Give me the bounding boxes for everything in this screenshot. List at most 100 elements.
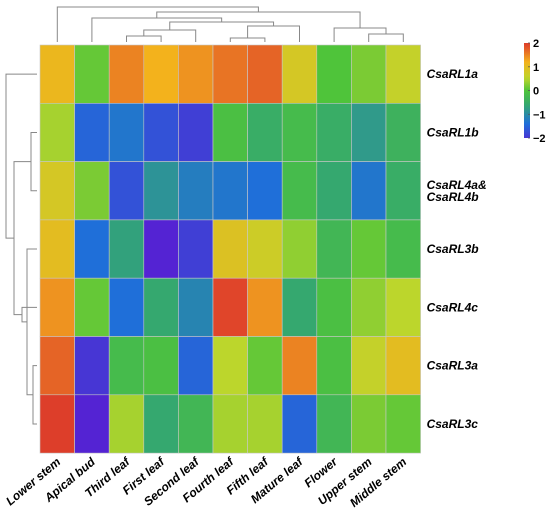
heatmap-cell [247, 277, 283, 337]
heatmap-cell [212, 394, 248, 454]
heatmap-cell [316, 44, 352, 104]
heatmap-cell [39, 103, 75, 162]
heatmap-cell [143, 161, 179, 221]
heatmap-cell [143, 277, 179, 337]
color-scale-legend: 2 1 0 −1 −2 [524, 38, 546, 145]
heatmap-cell [385, 394, 421, 454]
color-scale-tick-label: −1 [533, 109, 546, 121]
heatmap-cell [74, 277, 110, 337]
heatmap-cell [74, 219, 110, 279]
row-labels: CsaRL1a CsaRL1b CsaRL4a&CsaRL4b CsaRL3b CsaR… [427, 67, 487, 431]
heatmap-cell [178, 103, 214, 162]
heatmap-cell [351, 44, 387, 104]
heatmap-cell [212, 103, 248, 162]
heatmap-cell [108, 336, 145, 396]
heatmap-cell [74, 44, 110, 104]
heatmap-cell [316, 103, 352, 162]
column-dendrogram [56, 6, 404, 42]
dendrogram-link [56, 6, 259, 42]
heatmap-cell [178, 44, 214, 104]
heatmap-cell [281, 44, 318, 104]
heatmap-cell [212, 219, 248, 279]
heatmap-cell [351, 219, 387, 279]
heatmap-cell [281, 336, 318, 396]
heatmap-cell [247, 44, 283, 104]
heatmap-cell [281, 161, 318, 221]
heatmap-cell [212, 336, 248, 396]
heatmap-cell [108, 161, 145, 221]
heatmap-cell [247, 219, 283, 279]
heatmap-cells [39, 44, 421, 454]
dendrogram-link [333, 27, 387, 42]
heatmap-cell [143, 336, 179, 396]
heatmap-cell [178, 277, 214, 337]
dendrogram-link [30, 131, 37, 192]
heatmap-cell [351, 103, 387, 162]
heatmap-cell [178, 219, 214, 279]
heatmap-cell [316, 394, 352, 454]
dendrogram-link [229, 37, 266, 42]
heatmap-cell [385, 44, 421, 104]
heatmap-cell [39, 277, 75, 337]
heatmap-cell [143, 219, 179, 279]
heatmap-cell [385, 336, 421, 396]
heatmap-cell [143, 394, 179, 454]
heatmap-cell [212, 277, 248, 337]
heatmap-cell [74, 336, 110, 396]
heatmap-cell [74, 394, 110, 454]
heatmap-cell [39, 219, 75, 279]
heatmap-cell [212, 161, 248, 221]
row-label: CsaRL1a [427, 67, 479, 81]
color-scale-tick-label: 0 [533, 86, 539, 98]
heatmap-cell [281, 103, 318, 162]
heatmap-cell [316, 277, 352, 337]
heatmap-cell [351, 336, 387, 396]
dendrogram-link [247, 25, 300, 42]
dendrogram-link [32, 365, 37, 425]
color-scale-tick-label: −2 [533, 133, 546, 145]
heatmap-cell [247, 161, 283, 221]
heatmap-cell [108, 103, 145, 162]
heatmap-cell [316, 336, 352, 396]
heatmap-cell [316, 219, 352, 279]
heatmap-cell [247, 103, 283, 162]
row-label: CsaRL4b [427, 190, 479, 204]
dendrogram-link [26, 248, 37, 396]
heatmap-cell [108, 277, 145, 337]
heatmap-cell [108, 394, 145, 454]
heatmap-cell [39, 394, 75, 454]
heatmap-cell [385, 277, 421, 337]
heatmap-cell [281, 394, 318, 454]
heatmap-cell [281, 219, 318, 279]
heatmap-cell [385, 161, 421, 221]
heatmap-cell [108, 44, 145, 104]
heatmap-cell [247, 394, 283, 454]
heatmap-cell [178, 161, 214, 221]
row-dendrogram [5, 73, 37, 425]
dendrogram-link [21, 306, 37, 323]
row-label: CsaRL3b [427, 242, 479, 256]
heatmap-cell [39, 44, 75, 104]
heatmap-cell [247, 336, 283, 396]
dendrogram-link [5, 73, 37, 239]
color-scale-tick-label: 1 [533, 62, 539, 74]
row-label: CsaRL1b [427, 125, 479, 139]
heatmap-cell [39, 336, 75, 396]
row-label: CsaRL3c [427, 417, 479, 431]
heatmap-cell [351, 277, 387, 337]
color-scale-bar [524, 43, 530, 138]
heatmap-cell [178, 336, 214, 396]
row-label: CsaRL3a [427, 359, 479, 373]
color-scale-tick-label: 2 [533, 38, 539, 50]
row-label: CsaRL4a& [427, 178, 487, 192]
heatmap-cell [74, 161, 110, 221]
heatmap-cell [178, 394, 214, 454]
dendrogram-link [368, 33, 404, 42]
heatmap-cell [385, 103, 421, 162]
heatmap-cell [143, 44, 179, 104]
heatmap-cell [385, 219, 421, 279]
dendrogram-link [13, 161, 31, 316]
heatmap-cell [108, 219, 145, 279]
heatmap-cell [351, 161, 387, 221]
